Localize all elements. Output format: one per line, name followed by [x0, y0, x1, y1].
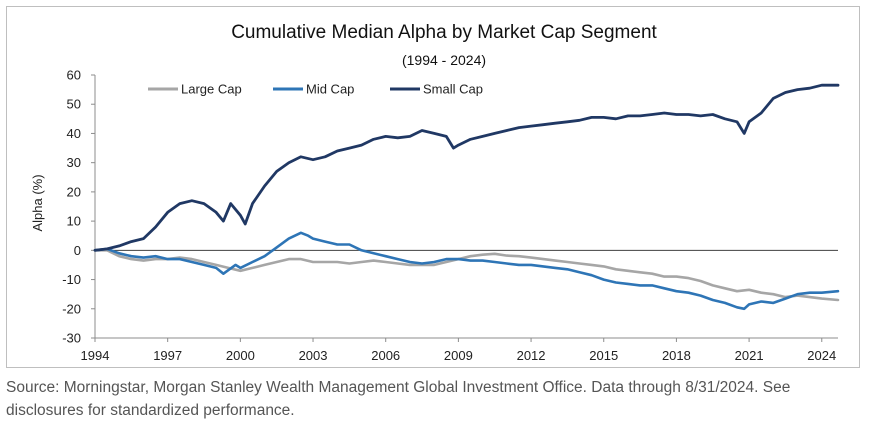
x-tick-label: 1994 — [81, 348, 110, 363]
x-tick-label: 2009 — [444, 348, 473, 363]
legend-label: Mid Cap — [306, 82, 354, 97]
y-tick-label: 0 — [74, 243, 81, 258]
legend-label: Small Cap — [423, 82, 483, 97]
x-tick-label: 1997 — [153, 348, 182, 363]
y-tick-label: 10 — [67, 214, 81, 229]
chart-subtitle: (1994 - 2024) — [401, 52, 487, 68]
y-tick-label: 30 — [67, 155, 81, 170]
chart-frame — [6, 6, 860, 368]
series-line-mid-cap — [93, 231, 840, 311]
y-tick-label: 60 — [67, 68, 81, 83]
y-tick-label: 40 — [67, 126, 81, 141]
y-tick-label: -30 — [62, 331, 81, 346]
x-tick-label: 2018 — [662, 348, 691, 363]
legend-label: Large Cap — [181, 82, 242, 97]
chart-title: Cumulative Median Alpha by Market Cap Se… — [231, 22, 657, 43]
x-tick-label: 2006 — [371, 348, 400, 363]
y-tick-label: -20 — [62, 301, 81, 316]
x-tick-label: 2012 — [517, 348, 546, 363]
series-line-large-cap — [93, 249, 840, 302]
x-tick-label: 2021 — [735, 348, 764, 363]
x-tick-label: 2024 — [807, 348, 836, 363]
y-axis-label: Alpha (%) — [30, 174, 45, 231]
y-tick-label: 50 — [67, 97, 81, 112]
x-tick-label: 2015 — [589, 348, 618, 363]
source-note: Source: Morningstar, Morgan Stanley Weal… — [6, 379, 791, 419]
series-lines — [93, 83, 840, 311]
y-tick-label: -10 — [62, 272, 81, 287]
x-tick-label: 2003 — [299, 348, 328, 363]
y-tick-label: 20 — [67, 184, 81, 199]
legend: Large Cap Mid Cap Small Cap — [148, 82, 483, 97]
series-line-small-cap — [93, 83, 840, 252]
x-tick-label: 2000 — [226, 348, 255, 363]
